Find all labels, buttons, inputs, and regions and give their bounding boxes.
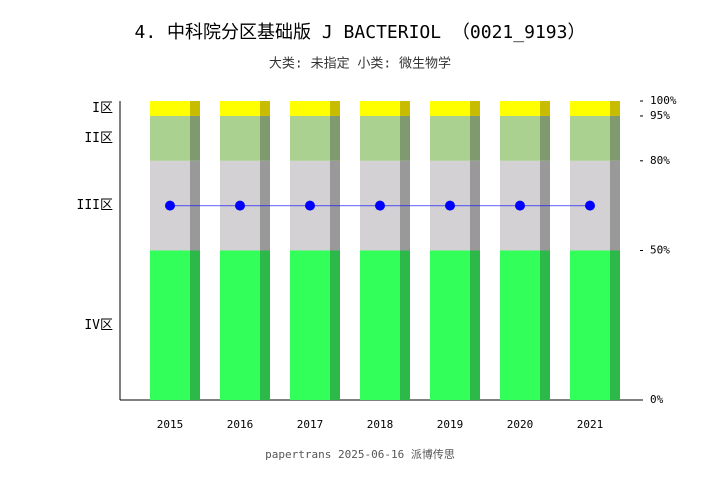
bar-shade <box>470 250 480 400</box>
y-tick-label: 95% <box>650 109 670 122</box>
bar-segment <box>360 115 400 161</box>
point <box>235 200 245 211</box>
point <box>165 200 175 211</box>
x-tick-label: 2019 <box>437 418 464 431</box>
bar-segment <box>500 115 540 161</box>
zone-label: IV区 <box>84 318 113 333</box>
bar-segment <box>430 250 470 400</box>
y-tick-label: 100% <box>650 94 677 107</box>
point <box>375 200 385 211</box>
bar-shade <box>610 101 620 116</box>
bar-segment <box>500 250 540 400</box>
bar-segment <box>290 250 330 400</box>
bar-segment <box>220 250 260 400</box>
bar-shade <box>540 250 550 400</box>
bar-segment <box>430 115 470 161</box>
bar-shade <box>470 101 480 116</box>
y-tick-label: 0% <box>650 393 664 406</box>
bar-shade <box>610 115 620 161</box>
bar-segment <box>500 101 540 116</box>
bar-shade <box>330 115 340 161</box>
bar-shade <box>260 115 270 161</box>
zone-label: III区 <box>77 198 113 213</box>
bar-shade <box>540 101 550 116</box>
point <box>445 200 455 211</box>
bar-segment <box>570 250 610 400</box>
bar-segment <box>570 101 610 116</box>
bar-segment <box>150 250 190 400</box>
bar-shade <box>400 115 410 161</box>
x-tick-label: 2018 <box>367 418 394 431</box>
bar-segment <box>220 115 260 161</box>
x-tick-label: 2015 <box>157 418 184 431</box>
chart-title: 4. 中科院分区基础版 J BACTERIOL （0021_9193） <box>135 22 586 43</box>
bar-shade <box>190 101 200 116</box>
x-tick-label: 2017 <box>297 418 324 431</box>
chart-subtitle: 大类: 未指定 小类: 微生物学 <box>269 56 451 72</box>
bar-shade <box>330 101 340 116</box>
bar-shade <box>190 115 200 161</box>
bar-segment <box>290 101 330 116</box>
bar-shade <box>190 250 200 400</box>
x-tick-label: 2020 <box>507 418 534 431</box>
zone-label: I区 <box>92 101 113 116</box>
x-tick-label: 2021 <box>577 418 604 431</box>
bar-shade <box>400 101 410 116</box>
point <box>515 200 525 211</box>
x-tick-label: 2016 <box>227 418 254 431</box>
bar-segment <box>360 250 400 400</box>
bar-shade <box>610 250 620 400</box>
point <box>305 200 315 211</box>
bar-segment <box>150 115 190 161</box>
y-tick-label: 50% <box>650 244 670 257</box>
bar-shade <box>470 115 480 161</box>
point <box>585 200 595 211</box>
bar-segment <box>220 101 260 116</box>
bar-segment <box>430 101 470 116</box>
bar-shade <box>610 160 620 251</box>
bar-shade <box>260 250 270 400</box>
bar-segment <box>290 115 330 161</box>
bar-segment <box>570 115 610 161</box>
bar-segment <box>150 101 190 116</box>
bar-shade <box>260 101 270 116</box>
footer: papertrans 2025-06-16 派博传思 <box>265 448 455 461</box>
y-tick-label: 80% <box>650 154 670 167</box>
bar-segment <box>360 101 400 116</box>
bar-shade <box>400 250 410 400</box>
bar-shade <box>330 250 340 400</box>
bar-shade <box>540 115 550 161</box>
zone-label: II区 <box>84 131 113 146</box>
